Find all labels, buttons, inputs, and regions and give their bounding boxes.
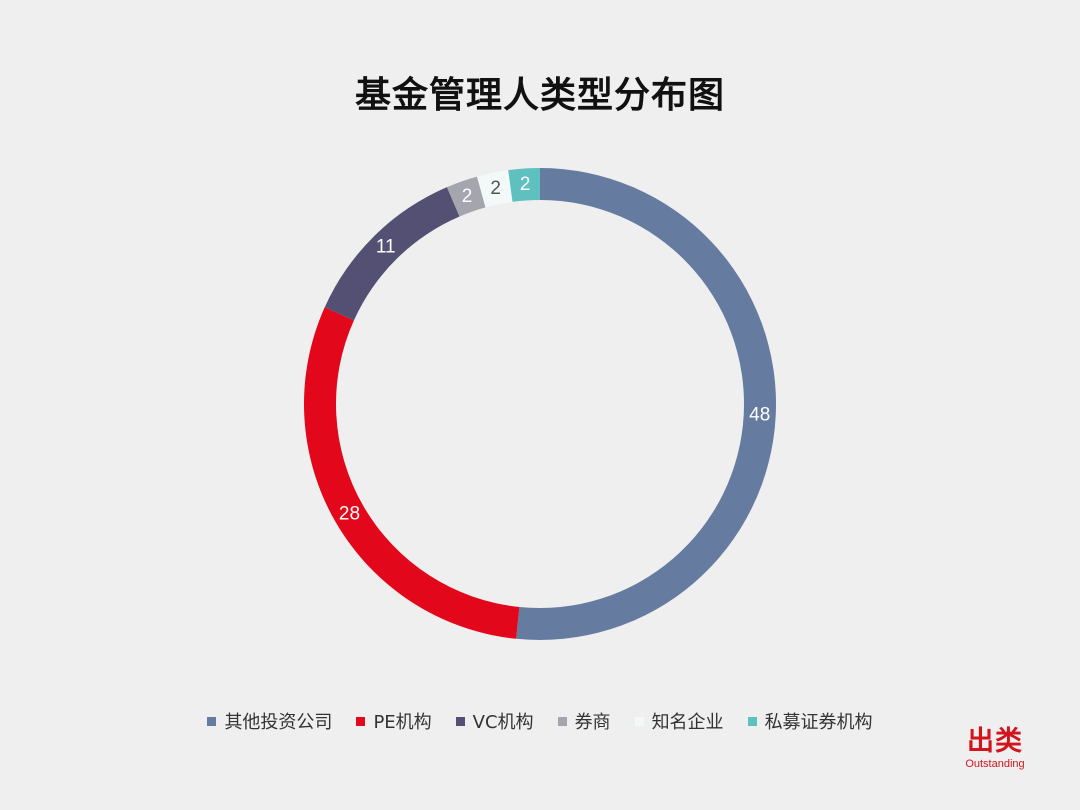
chart-legend: 其他投资公司 PE机构 VC机构 券商 知名企业 私募证券机构	[0, 708, 1080, 734]
legend-swatch	[207, 716, 217, 726]
brand-watermark: 出类 Outstanding	[950, 726, 1040, 770]
data-label-5: 2	[520, 174, 531, 195]
donut-slice-5	[508, 168, 540, 202]
watermark-text: 出类	[967, 726, 1023, 757]
legend-item-2: VC机构	[455, 708, 534, 734]
legend-label: 私募证券机构	[764, 712, 873, 733]
data-label-0: 48	[749, 405, 770, 426]
legend-swatch	[634, 716, 644, 726]
watermark-subtext: Outstanding	[965, 758, 1025, 770]
legend-label: 知名企业	[651, 712, 724, 733]
legend-swatch	[455, 716, 465, 726]
legend-item-4: 知名企业	[634, 708, 724, 734]
legend-swatch	[747, 716, 757, 726]
legend-label: 其他投资公司	[224, 712, 333, 733]
data-label-3: 2	[462, 186, 473, 207]
legend-item-1: PE机构	[356, 708, 432, 734]
legend-label: VC机构	[472, 712, 534, 733]
legend-item-3: 券商	[557, 708, 611, 734]
data-label-1: 28	[339, 504, 360, 525]
chart-title: 基金管理人类型分布图	[354, 75, 725, 116]
legend-label: 券商	[574, 712, 611, 733]
legend-swatch	[557, 716, 567, 726]
donut-slice-3	[446, 176, 486, 217]
data-label-2: 11	[376, 237, 396, 258]
donut-slice-1	[304, 307, 520, 639]
donut-slice-0	[516, 168, 776, 640]
legend-item-0: 其他投资公司	[207, 708, 332, 734]
donut-slice-2	[324, 187, 460, 321]
legend-label: PE机构	[373, 712, 432, 733]
legend-swatch	[356, 716, 366, 726]
donut-slice-4	[476, 170, 513, 208]
legend-item-5: 私募证券机构	[747, 708, 873, 734]
data-label-4: 2	[490, 178, 501, 199]
